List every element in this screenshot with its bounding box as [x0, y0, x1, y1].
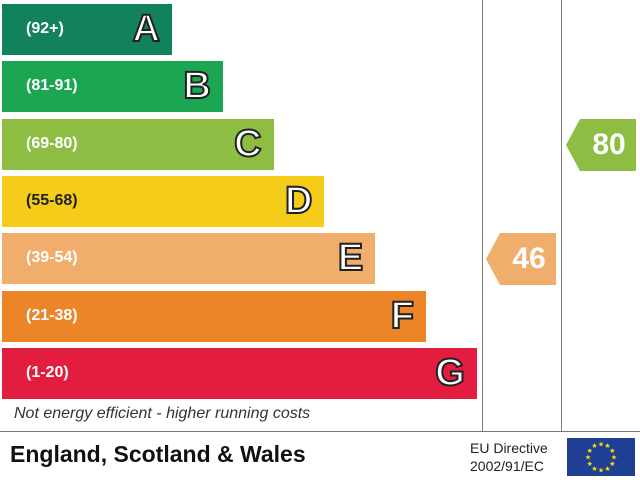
current-column-divider — [482, 0, 483, 432]
eu-star-icon: ★ — [587, 447, 593, 455]
band-range-label: (1-20) — [26, 363, 69, 381]
current-arrow-shape — [486, 233, 556, 286]
potential-rating-arrow: 80 — [566, 118, 636, 171]
band-letter: F — [390, 294, 415, 338]
band-letter: B — [182, 64, 211, 108]
eu-star-icon: ★ — [598, 467, 604, 475]
directive-line-1: EU Directive — [470, 440, 548, 456]
band-e: (39-54) E — [2, 233, 376, 285]
band-f: (21-38) F — [2, 290, 426, 342]
band-range-label: (39-54) — [26, 249, 78, 267]
arrow-polygon — [566, 118, 636, 171]
band-letter: G — [434, 351, 466, 395]
eu-flag-icon: ★ ★★★★★★★★★★★ — [567, 438, 635, 476]
eu-star-icon: ★ — [609, 460, 615, 468]
band-range-label: (69-80) — [26, 134, 78, 152]
band-range-label: (92+) — [26, 20, 64, 37]
eu-star-icon: ★ — [598, 441, 604, 449]
potential-arrow-shape — [566, 118, 636, 171]
footer-divider — [0, 431, 640, 432]
band-letter: D — [284, 179, 313, 223]
eu-star-icon: ★ — [611, 454, 617, 462]
eu-star-icon: ★ — [585, 454, 591, 462]
eu-star-icon: ★ — [591, 442, 597, 450]
band-c: (69-80) C — [2, 118, 274, 170]
arrow-polygon — [486, 233, 556, 286]
band-d: (55-68) D — [2, 175, 325, 227]
band-letter: C — [233, 122, 262, 166]
band-range-label: (55-68) — [26, 191, 78, 209]
directive-line-2: 2002/91/EC — [470, 458, 544, 474]
band-letter: A — [132, 7, 161, 51]
eu-star-icon: ★ — [604, 442, 610, 450]
band-a: (92+) A — [2, 4, 172, 55]
current-rating-value: 46 — [512, 242, 546, 276]
band-letter: E — [337, 236, 364, 280]
region-label: England, Scotland & Wales — [10, 441, 306, 467]
eu-star-icon: ★ — [587, 460, 593, 468]
eu-star-icon: ★ — [604, 465, 610, 473]
inefficient-note: Not energy efficient - higher running co… — [14, 405, 311, 422]
potential-column-divider — [561, 0, 562, 432]
eu-directive-label: EU Directive 2002/91/EC — [470, 439, 548, 475]
eu-star-icon: ★ — [591, 465, 597, 473]
band-g: (1-20) G — [2, 347, 477, 399]
eu-star-icon: ★ — [609, 447, 615, 455]
current-rating-arrow: 46 — [486, 233, 556, 286]
band-b: (81-91) B — [2, 61, 223, 113]
potential-rating-value: 80 — [592, 127, 626, 161]
band-range-label: (21-38) — [26, 306, 78, 324]
band-range-label: (81-91) — [26, 77, 78, 95]
